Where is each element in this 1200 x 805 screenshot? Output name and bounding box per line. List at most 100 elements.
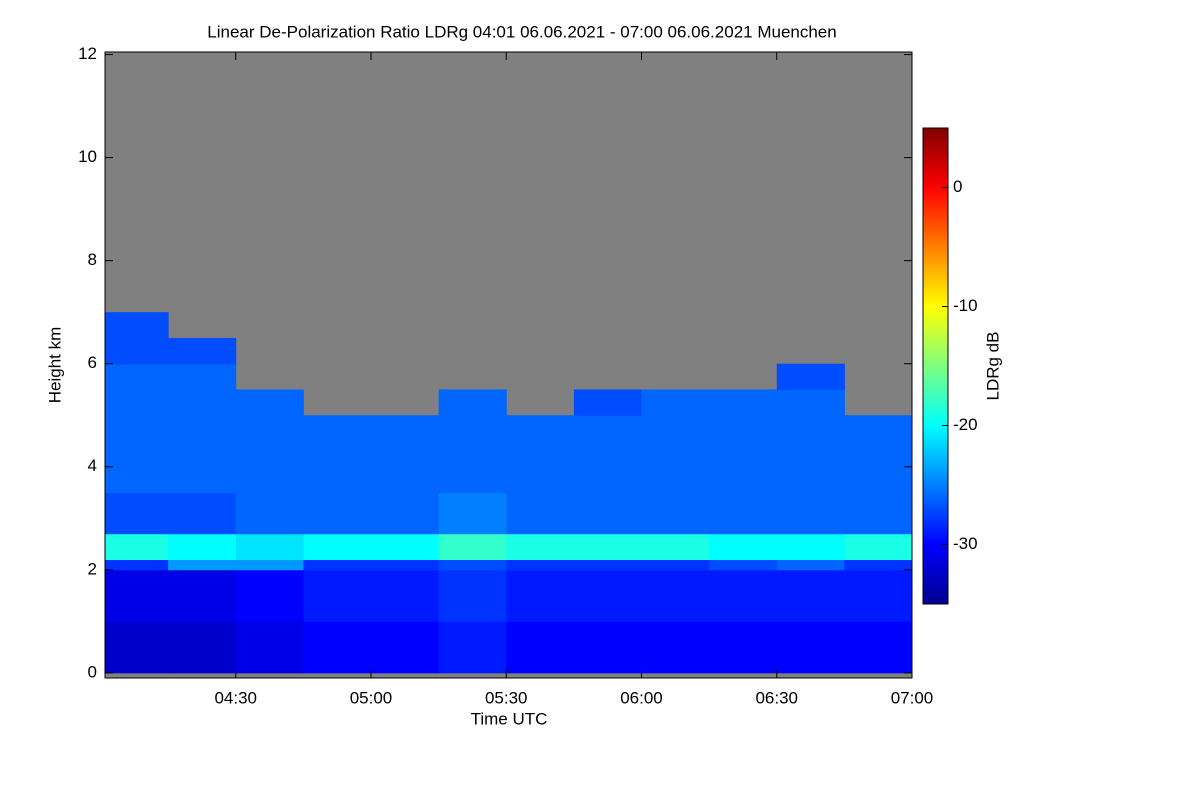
colorbar-tick-label: -30 [953, 534, 978, 553]
heatmap-cell [573, 492, 642, 535]
heatmap-cell [844, 621, 913, 674]
heatmap-cell [235, 569, 304, 622]
heatmap-cell [168, 492, 237, 535]
heatmap-cell [105, 363, 169, 390]
heatmap-cell [709, 533, 778, 560]
colorbar-label: LDRg dB [983, 332, 1002, 401]
heatmap-cell [168, 569, 237, 622]
x-tick-label: 06:30 [755, 688, 798, 707]
heatmap-cell [506, 621, 575, 674]
heatmap-cell [370, 559, 440, 571]
heatmap-cell [709, 559, 778, 571]
heatmap-cell [506, 569, 575, 622]
heatmap-cell [709, 440, 778, 494]
heatmap-cell [438, 415, 507, 442]
heatmap-cell [844, 533, 913, 560]
heatmap-cell [168, 415, 237, 442]
heatmap-cell [776, 569, 845, 622]
x-tick-label: 04:30 [214, 688, 257, 707]
heatmap-cell [641, 559, 710, 571]
heatmap-cell [303, 569, 372, 622]
y-tick-label: 8 [88, 250, 97, 269]
heatmap-cell [438, 569, 507, 622]
heatmap-cell [168, 363, 237, 390]
heatmap-cell [438, 389, 507, 416]
heatmap-cell [235, 559, 304, 571]
heatmap-cell [438, 621, 507, 674]
heatmap-cell [776, 621, 845, 674]
heatmap-cell [303, 415, 372, 442]
heatmap-cell [105, 621, 169, 674]
heatmap-cell [168, 533, 237, 560]
heatmap-cell [105, 312, 169, 339]
heatmap-cell [105, 440, 169, 494]
heatmap-cell [370, 415, 440, 442]
x-tick-label: 05:30 [485, 688, 528, 707]
x-tick-label: 07:00 [891, 688, 934, 707]
colorbar-tick-label: -10 [953, 296, 978, 315]
heatmap-cell [844, 559, 913, 571]
heatmap-cell [641, 492, 710, 535]
y-tick-label: 0 [88, 662, 97, 681]
heatmap-cell [709, 389, 778, 416]
colorbar-tick-label: -20 [953, 415, 978, 434]
heatmap-cell [709, 415, 778, 442]
heatmap-cell [506, 559, 575, 571]
plot-frame [104, 51, 913, 679]
heatmap-cell [370, 440, 440, 494]
heatmap [105, 312, 913, 674]
heatmap-cell [303, 440, 372, 494]
heatmap-cell [105, 569, 169, 622]
heatmap-cell [573, 569, 642, 622]
heatmap-cell [641, 389, 710, 416]
heatmap-cell [506, 533, 575, 560]
x-axis-label: Time UTC [471, 709, 548, 728]
heatmap-cell [235, 440, 304, 494]
heatmap-cell [438, 492, 507, 535]
heatmap-cell [709, 621, 778, 674]
heatmap-cell [438, 559, 507, 571]
heatmap-cell [844, 415, 913, 442]
heatmap-cell [370, 492, 440, 535]
heatmap-cell [776, 492, 845, 535]
colorbar-tick-label: 0 [953, 177, 962, 196]
heatmap-cell [573, 621, 642, 674]
y-tick-label: 10 [78, 147, 97, 166]
heatmap-cell [303, 533, 372, 560]
heatmap-cell [303, 559, 372, 571]
heatmap-cell [506, 492, 575, 535]
x-tick-label: 05:00 [350, 688, 393, 707]
heatmap-cell [370, 569, 440, 622]
y-tick-label: 4 [88, 456, 97, 475]
heatmap-cell [776, 415, 845, 442]
x-tick-label: 06:00 [620, 688, 663, 707]
heatmap-cell [235, 415, 304, 442]
heatmap-cell [303, 492, 372, 535]
y-tick-label: 2 [88, 559, 97, 578]
heatmap-cell [709, 492, 778, 535]
colorbar [922, 127, 949, 605]
heatmap-cell [641, 621, 710, 674]
heatmap-cell [776, 559, 845, 571]
heatmap-cell [438, 533, 507, 560]
heatmap-cell [235, 621, 304, 674]
heatmap-cell [641, 533, 710, 560]
heatmap-cell [168, 621, 237, 674]
heatmap-cell [573, 415, 642, 442]
heatmap-cell [105, 559, 169, 571]
y-tick-label: 12 [78, 44, 97, 63]
heatmap-cell [235, 389, 304, 416]
heatmap-cell [303, 621, 372, 674]
heatmap-cell [168, 337, 237, 365]
heatmap-cell [235, 533, 304, 560]
heatmap-cell [573, 389, 642, 416]
heatmap-cell [105, 337, 169, 365]
heatmap-cell [844, 440, 913, 494]
y-tick-label: 6 [88, 353, 97, 372]
heatmap-cell [776, 363, 845, 390]
chart-title: Linear De-Polarization Ratio LDRg 04:01 … [207, 22, 836, 41]
heatmap-cell [506, 415, 575, 442]
y-axis-label: Height km [45, 327, 64, 404]
